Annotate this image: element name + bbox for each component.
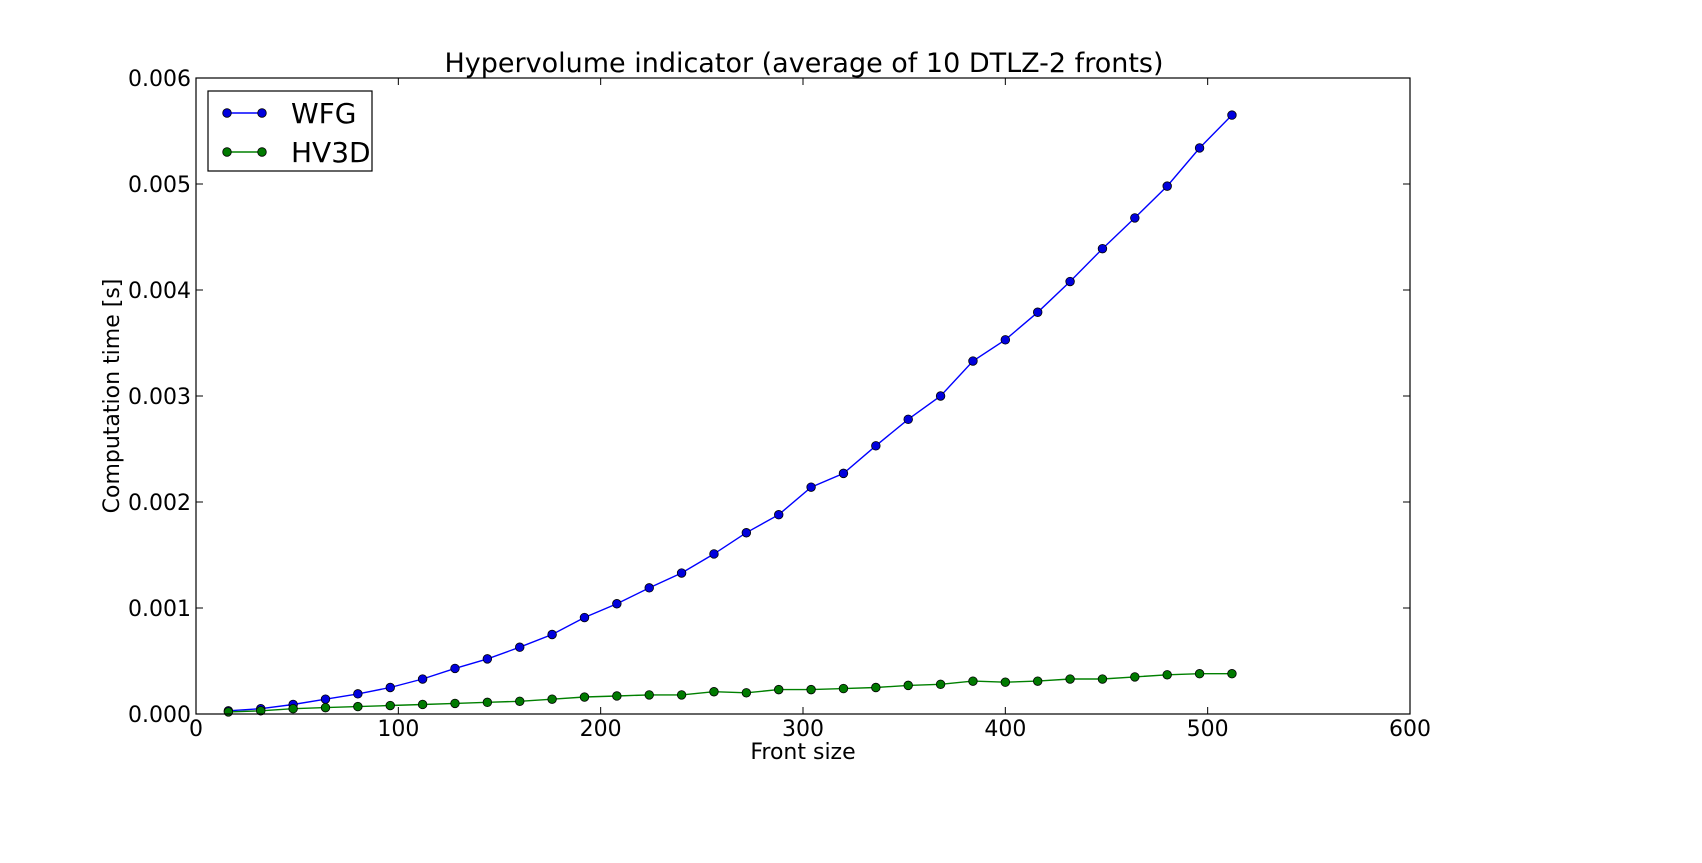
x-tick-label: 400 — [984, 717, 1026, 742]
data-point — [482, 654, 493, 664]
legend-box — [207, 90, 373, 172]
x-tick-label: 500 — [1187, 717, 1229, 742]
x-tick-label: 100 — [377, 717, 419, 742]
x-tick-label: 600 — [1389, 717, 1431, 742]
data-point — [417, 674, 428, 684]
data-point — [709, 687, 719, 697]
data-point — [1162, 181, 1172, 191]
data-point — [1065, 276, 1075, 287]
legend-label: WFG — [291, 97, 357, 130]
chart-title: Hypervolume indicator (average of 10 DTL… — [444, 48, 1163, 79]
y-tick-label: 0.006 — [128, 67, 191, 92]
data-point — [676, 568, 687, 578]
data-point — [1065, 674, 1075, 684]
data-point — [871, 682, 881, 693]
legend-marker — [257, 108, 267, 118]
data-point — [482, 697, 493, 708]
data-point — [903, 680, 913, 691]
data-point — [515, 642, 525, 652]
y-tick-label: 0.003 — [128, 385, 191, 410]
x-axis-label: Front size — [750, 740, 855, 765]
data-point — [1033, 676, 1043, 686]
legend-marker — [222, 147, 232, 157]
data-point — [838, 468, 849, 479]
data-point — [871, 441, 881, 451]
data-point — [968, 676, 978, 686]
data-point — [709, 549, 719, 559]
y-tick-label: 0.004 — [128, 279, 191, 304]
data-point — [741, 688, 752, 698]
data-point — [417, 699, 428, 710]
data-point — [288, 704, 298, 714]
data-point — [579, 612, 590, 623]
legend-item-wfg: WFG — [222, 97, 357, 130]
series-line — [228, 673, 1232, 713]
data-point — [450, 698, 460, 709]
legend: WFG HV3D — [207, 90, 373, 172]
series-layer — [223, 110, 1237, 717]
data-point — [644, 690, 654, 700]
data-point — [935, 391, 946, 401]
ticks-layer: 0 100 200 300 400 500 600 0.000 0.001 0.002 0.003 0… — [128, 67, 1431, 742]
legend-marker — [222, 108, 232, 118]
data-point — [612, 691, 622, 701]
data-point — [579, 692, 590, 702]
y-tick-label: 0.000 — [128, 703, 191, 728]
data-point — [806, 684, 816, 695]
data-point — [1033, 307, 1043, 317]
data-point — [741, 528, 752, 538]
data-point — [968, 356, 978, 366]
data-point — [320, 694, 331, 704]
data-point — [1130, 213, 1140, 223]
data-point — [1194, 669, 1205, 679]
series-line — [228, 114, 1233, 712]
data-point — [903, 414, 913, 425]
series-hv3d — [223, 669, 1237, 717]
data-point — [1194, 143, 1205, 153]
data-point — [353, 689, 363, 699]
data-point — [774, 684, 784, 695]
data-point — [1162, 670, 1172, 680]
data-point — [450, 663, 460, 674]
data-point — [223, 707, 234, 717]
data-point — [515, 696, 525, 706]
y-tick-label: 0.001 — [128, 597, 191, 622]
legend-item-hv3d: HV3D — [222, 136, 371, 169]
y-axis-label: Computation time [s] — [100, 279, 125, 514]
data-point — [256, 706, 266, 716]
data-point — [547, 694, 557, 704]
data-point — [935, 679, 946, 690]
data-point — [676, 690, 687, 700]
data-point — [774, 510, 784, 520]
x-tick-label: 300 — [782, 717, 824, 742]
data-point — [385, 700, 395, 711]
y-tick-label: 0.005 — [128, 173, 191, 198]
data-point — [1097, 674, 1108, 684]
data-point — [1227, 110, 1237, 120]
legend-marker — [257, 147, 267, 157]
legend-label: HV3D — [291, 136, 371, 169]
data-point — [320, 702, 331, 713]
data-point — [1097, 243, 1108, 254]
data-point — [547, 629, 557, 640]
data-point — [353, 701, 363, 712]
data-point — [1227, 669, 1237, 679]
data-point — [644, 583, 654, 593]
y-tick-label: 0.002 — [128, 491, 191, 516]
data-point — [838, 683, 849, 694]
data-point — [1000, 335, 1011, 345]
data-point — [612, 599, 622, 609]
data-point — [1130, 672, 1140, 682]
data-point — [1000, 677, 1011, 687]
data-point — [385, 682, 395, 693]
x-tick-label: 200 — [580, 717, 622, 742]
data-point — [806, 482, 816, 492]
x-tick-label: 0 — [189, 717, 203, 742]
